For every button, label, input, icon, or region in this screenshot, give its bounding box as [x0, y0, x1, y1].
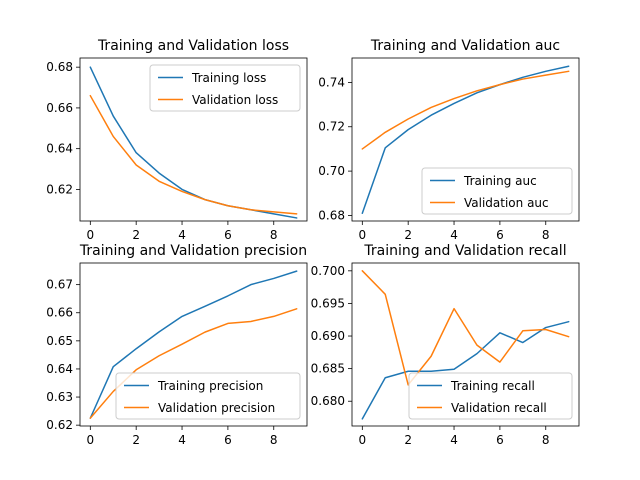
- series-line-validation: [361, 70, 570, 150]
- x-tick-label: 4: [450, 228, 458, 242]
- y-tick-label: 0.690: [311, 329, 345, 343]
- axes-frame: [351, 57, 580, 222]
- legend: Training loss Validation loss: [149, 64, 301, 112]
- legend: Training auc Validation auc: [421, 167, 573, 215]
- y-tick-label: 0.65: [46, 334, 73, 348]
- x-tick-label: 8: [542, 228, 550, 242]
- y-tick-label: 0.68: [318, 208, 345, 222]
- y-tick-label: 0.685: [311, 362, 345, 376]
- y-tick-label: 0.74: [318, 75, 345, 89]
- chart-title: Training and Validation recall: [363, 243, 566, 259]
- series-line-training: [89, 66, 298, 219]
- x-tick-label: 6: [496, 228, 504, 242]
- legend-label-training: Training recall: [450, 379, 535, 393]
- legend-label-validation: Validation recall: [451, 401, 547, 415]
- y-tick-label: 0.64: [46, 142, 73, 156]
- series-line-training: [89, 270, 298, 419]
- y-tick-label: 0.72: [318, 120, 345, 134]
- y-tick-label: 0.66: [46, 101, 73, 115]
- chart-panel-3: Training and Validation recall 0 2 4 6 8 0.680…: [311, 243, 580, 447]
- y-tick-label: 0.67: [46, 278, 73, 292]
- x-tick-label: 8: [270, 433, 278, 447]
- chart-title: Training and Validation auc: [370, 38, 560, 54]
- series-line-training: [361, 65, 570, 214]
- series-line-training: [361, 320, 570, 420]
- x-tick-label: 8: [542, 433, 550, 447]
- x-tick-label: 4: [178, 228, 186, 242]
- x-tick-label: 6: [224, 228, 232, 242]
- legend-label-training: Training precision: [157, 379, 263, 393]
- legend: Training precision Validation precision: [115, 372, 301, 420]
- x-tick-label: 2: [404, 433, 412, 447]
- chart-title: Training and Validation loss: [97, 38, 289, 54]
- x-tick-label: 2: [132, 228, 140, 242]
- legend-box: [149, 64, 301, 112]
- legend-label-validation: Validation precision: [158, 401, 275, 415]
- legend: Training recall Validation recall: [408, 372, 573, 420]
- y-tick-label: 0.70: [318, 164, 345, 178]
- chart-title: Training and Validation precision: [79, 243, 307, 259]
- x-tick-label: 2: [404, 228, 412, 242]
- legend-label-training: Training loss: [191, 71, 266, 85]
- chart-panel-0: Training and Validation loss 0 2 4 6 8 0.62 0.6…: [46, 38, 308, 242]
- y-tick-label: 0.680: [311, 394, 345, 408]
- y-tick-label: 0.63: [46, 390, 73, 404]
- series-line-validation: [361, 270, 570, 386]
- x-tick-label: 4: [178, 433, 186, 447]
- chart-panel-1: Training and Validation auc 0 2 4 6 8 0.68 0.70…: [318, 38, 580, 242]
- legend-box: [421, 167, 573, 215]
- x-tick-label: 0: [86, 433, 94, 447]
- legend-box: [408, 372, 573, 420]
- y-tick-label: 0.62: [46, 418, 73, 432]
- y-tick-label: 0.62: [46, 182, 73, 196]
- chart-panel-2: Training and Validation precision 0 2 4 6 8 0.…: [46, 243, 308, 447]
- x-tick-label: 0: [358, 228, 366, 242]
- x-tick-label: 6: [496, 433, 504, 447]
- legend-label-validation: Validation auc: [464, 196, 549, 210]
- x-tick-label: 8: [270, 228, 278, 242]
- x-tick-label: 0: [86, 228, 94, 242]
- y-tick-label: 0.700: [311, 264, 345, 278]
- y-tick-label: 0.66: [46, 306, 73, 320]
- axes-frame: [79, 57, 308, 222]
- axes-frame: [351, 262, 580, 427]
- legend-label-validation: Validation loss: [192, 93, 278, 107]
- x-tick-label: 2: [132, 433, 140, 447]
- axes-frame: [79, 262, 308, 427]
- series-line-validation: [89, 94, 298, 215]
- x-tick-label: 6: [224, 433, 232, 447]
- legend-label-training: Training auc: [463, 174, 537, 188]
- x-tick-label: 0: [358, 433, 366, 447]
- x-tick-label: 4: [450, 433, 458, 447]
- y-tick-label: 0.68: [46, 60, 73, 74]
- y-tick-label: 0.695: [311, 296, 345, 310]
- y-tick-label: 0.64: [46, 362, 73, 376]
- legend-box: [115, 372, 301, 420]
